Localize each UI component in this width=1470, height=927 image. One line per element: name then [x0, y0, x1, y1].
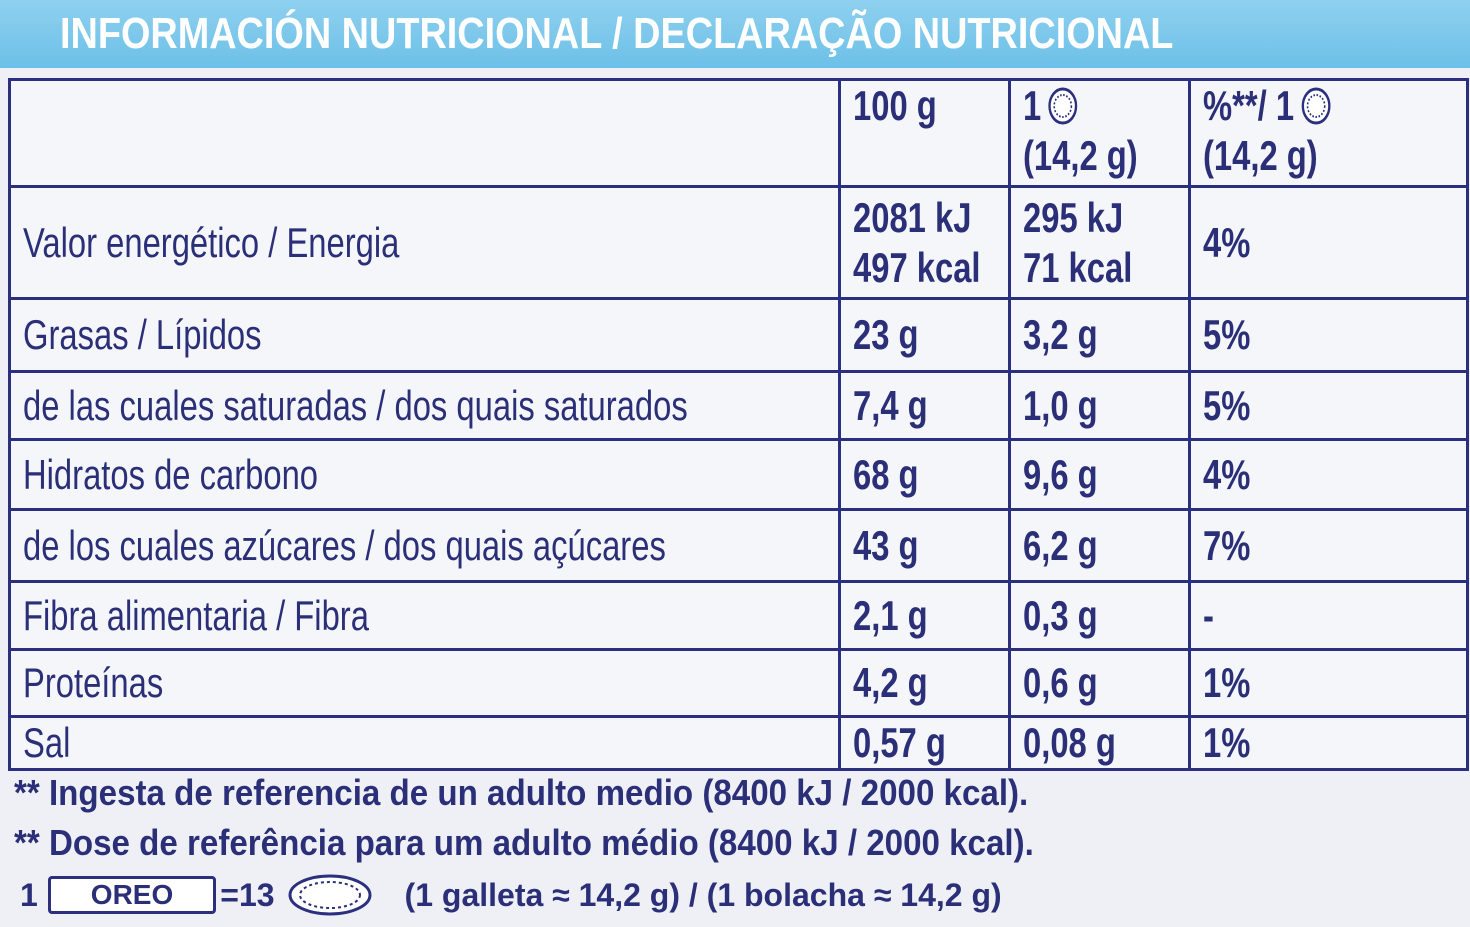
- serving-count: 1: [20, 876, 38, 913]
- value: 6,2 g: [1023, 521, 1098, 569]
- header-text: 1: [1023, 82, 1042, 129]
- header-line: (14,2 g): [1203, 131, 1408, 181]
- value: 2,1 g: [853, 591, 928, 639]
- value-cell: 5%: [1188, 370, 1469, 441]
- row-label: de los cuales azúcares / dos quais açúca…: [23, 521, 666, 569]
- value: 5%: [1203, 381, 1251, 429]
- footnote: ** Ingesta de referencia de un adulto me…: [14, 772, 1029, 813]
- header-text: (14,2 g): [1023, 132, 1138, 179]
- value-cell: 0,3 g: [1008, 580, 1191, 651]
- value: 1,0 g: [1023, 381, 1098, 429]
- value: 71 kcal: [1023, 243, 1133, 291]
- value-cell: 2,1 g: [838, 580, 1011, 651]
- value: 4,2 g: [853, 659, 928, 706]
- header-cell: 1 (14,2 g): [1008, 78, 1191, 188]
- value: 4%: [1203, 450, 1251, 498]
- value: 5%: [1203, 311, 1251, 358]
- value: 7,4 g: [853, 381, 928, 429]
- row-label-cell: Valor energético / Energia: [8, 185, 841, 300]
- header-cell: %**/ 1 (14,2 g): [1188, 78, 1469, 188]
- row-label-cell: Sal: [8, 715, 841, 771]
- value-cell: 5%: [1188, 297, 1469, 373]
- header-line: (14,2 g): [1023, 131, 1152, 181]
- value: 1%: [1203, 719, 1251, 766]
- value-cell: 4%: [1188, 185, 1469, 300]
- cookie-icon: [288, 874, 372, 916]
- header-cell: 100 g: [838, 78, 1011, 188]
- value: 0,08 g: [1023, 719, 1116, 766]
- title: INFORMACIÓN NUTRICIONAL / DECLARAÇÃO NUT…: [60, 9, 1174, 58]
- header-line: 100 g: [853, 81, 974, 131]
- value-cell: 68 g: [838, 438, 1011, 511]
- header-text: 100 g: [853, 82, 937, 129]
- value-cell: 3,2 g: [1008, 297, 1191, 373]
- value: 0,6 g: [1023, 659, 1098, 706]
- value: 0,57 g: [853, 719, 946, 766]
- value: 2081 kJ: [853, 193, 972, 241]
- value: 295 kJ: [1023, 193, 1124, 241]
- value: 4%: [1203, 218, 1251, 266]
- value: 1%: [1203, 659, 1251, 706]
- serving-equals: =13: [220, 876, 275, 913]
- value-cell: 2081 kJ 497 kcal: [838, 185, 1011, 300]
- value-cell: -: [1188, 580, 1469, 651]
- value: 3,2 g: [1023, 311, 1098, 358]
- value-cell: 4,2 g: [838, 648, 1011, 718]
- value: 0,3 g: [1023, 591, 1098, 639]
- row-label-cell: de las cuales saturadas / dos quais satu…: [8, 370, 841, 441]
- title-bar: INFORMACIÓN NUTRICIONAL / DECLARAÇÃO NUT…: [0, 0, 1470, 68]
- value: 7%: [1203, 521, 1251, 569]
- value-cell: 23 g: [838, 297, 1011, 373]
- value-cell: 7%: [1188, 508, 1469, 583]
- value-cell: 295 kJ 71 kcal: [1008, 185, 1191, 300]
- header-empty: [8, 78, 841, 188]
- row-label-cell: Fibra alimentaria / Fibra: [8, 580, 841, 651]
- row-label: Proteínas: [23, 659, 164, 706]
- value-cell: 4%: [1188, 438, 1469, 511]
- value-cell: 0,08 g: [1008, 715, 1191, 771]
- value-cell: 1,0 g: [1008, 370, 1191, 441]
- value: 43 g: [853, 521, 919, 569]
- header-line: %**/ 1: [1203, 81, 1408, 131]
- row-label: de las cuales saturadas / dos quais satu…: [23, 381, 688, 429]
- value-cell: 7,4 g: [838, 370, 1011, 441]
- value-cell: 0,57 g: [838, 715, 1011, 771]
- row-label: Grasas / Lípidos: [23, 311, 262, 358]
- row-label-cell: Proteínas: [8, 648, 841, 718]
- header-text: (14,2 g): [1203, 132, 1318, 179]
- value-cell: 6,2 g: [1008, 508, 1191, 583]
- value-cell: 43 g: [838, 508, 1011, 583]
- value: 9,6 g: [1023, 450, 1098, 498]
- header-text: %**/ 1: [1203, 82, 1295, 129]
- row-label: Valor energético / Energia: [23, 218, 400, 266]
- value: 23 g: [853, 311, 919, 358]
- pack-icon: OREO: [47, 876, 217, 914]
- value-cell: 1%: [1188, 648, 1469, 718]
- value: -: [1203, 591, 1214, 639]
- value: 497 kcal: [853, 243, 981, 291]
- header-line: 1: [1023, 81, 1152, 131]
- value: 68 g: [853, 450, 919, 498]
- row-label-cell: Hidratos de carbono: [8, 438, 841, 511]
- row-label-cell: de los cuales azúcares / dos quais açúca…: [8, 508, 841, 583]
- serving-line: 1 OREO =13 (1 galleta ≈ 14,2 g) / (1 bol…: [20, 870, 1002, 920]
- serving-note: (1 galleta ≈ 14,2 g) / (1 bolacha ≈ 14,2…: [404, 876, 1002, 913]
- row-label: Fibra alimentaria / Fibra: [23, 591, 369, 639]
- row-label: Sal: [23, 719, 71, 766]
- row-label-cell: Grasas / Lípidos: [8, 297, 841, 373]
- value-cell: 1%: [1188, 715, 1469, 771]
- footnote: ** Dose de referência para um adulto méd…: [14, 822, 1034, 863]
- value-cell: 0,6 g: [1008, 648, 1191, 718]
- row-label: Hidratos de carbono: [23, 450, 319, 498]
- value-cell: 9,6 g: [1008, 438, 1191, 511]
